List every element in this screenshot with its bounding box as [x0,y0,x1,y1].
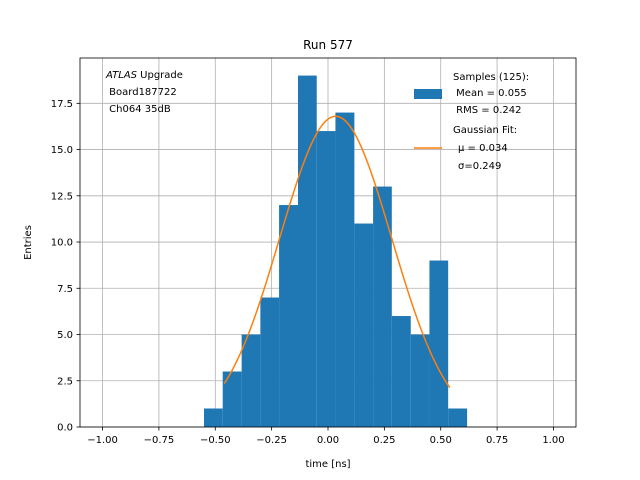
y-tick-label: 17.5 [51,99,73,110]
histogram-bar [354,223,374,427]
legend: Samples (125): Mean = 0.055 RMS = 0.242 … [414,72,529,172]
x-tick-label: −1.00 [87,435,118,446]
x-tick-label: −0.75 [144,435,175,446]
histogram-bar [448,408,468,427]
y-tick-label: 2.5 [57,376,73,387]
legend-samples-rms: RMS = 0.242 [453,105,521,116]
histogram-bar [335,112,355,428]
histogram-bar [260,297,280,427]
annotation-line-2: Board187722 [106,87,177,98]
x-tick-label: 0.00 [317,435,339,446]
annotation-atlas: ATLAS [105,70,138,81]
y-tick-label: 10.0 [51,238,73,249]
legend-samples-swatch [414,89,442,99]
y-tick-label: 7.5 [57,284,73,295]
y-tick-label: 12.5 [51,191,73,202]
chart-title: Run 577 [303,38,353,52]
x-tick-label: 0.75 [486,435,508,446]
y-tick-label: 0.0 [57,423,73,434]
histogram-bar [222,371,242,427]
histogram-bar [373,186,392,427]
x-tick-label: −0.50 [200,435,231,446]
x-tick-label: 0.25 [373,435,395,446]
x-tick-label: 0.50 [430,435,452,446]
x-axis-ticks: −1.00 −0.75 −0.50 −0.25 0.00 0.25 0.50 0.75 1.00 [87,427,565,446]
y-tick-label: 5.0 [57,330,73,341]
x-tick-label: 1.00 [542,435,564,446]
annotation-upgrade: Upgrade [137,70,183,81]
y-axis-ticks: 0.0 2.5 5.0 7.5 10.0 12.5 15.0 17.5 [51,99,80,434]
histogram-bar [410,334,430,427]
x-tick-label: −0.25 [256,435,287,446]
histogram-bar [204,408,223,427]
gaussian-fit-curve [223,115,451,389]
legend-samples-title: Samples (125): [453,72,529,83]
histogram-bar [279,205,299,427]
histogram-bar [391,316,411,427]
legend-fit-mu: μ = 0.034 [458,143,508,154]
legend-samples-mean: Mean = 0.055 [453,88,527,99]
gaussian-fit [223,115,451,389]
legend-fit-title: Gaussian Fit: [453,125,517,136]
annotation-line-1: ATLAS Upgrade [105,70,183,81]
histogram-bar [429,260,449,427]
annotation-line-3: Ch064 35dB [106,104,171,115]
y-axis-label: Entries [23,225,34,260]
histogram-bar [241,334,261,427]
y-tick-label: 15.0 [51,145,73,156]
legend-fit-sigma: σ=0.249 [458,161,501,172]
x-axis-label: time [ns] [305,459,350,470]
histogram-bar [316,131,336,427]
run-annotation: ATLAS Upgrade Board187722 Ch064 35dB [105,70,183,115]
histogram-bar [298,75,317,428]
